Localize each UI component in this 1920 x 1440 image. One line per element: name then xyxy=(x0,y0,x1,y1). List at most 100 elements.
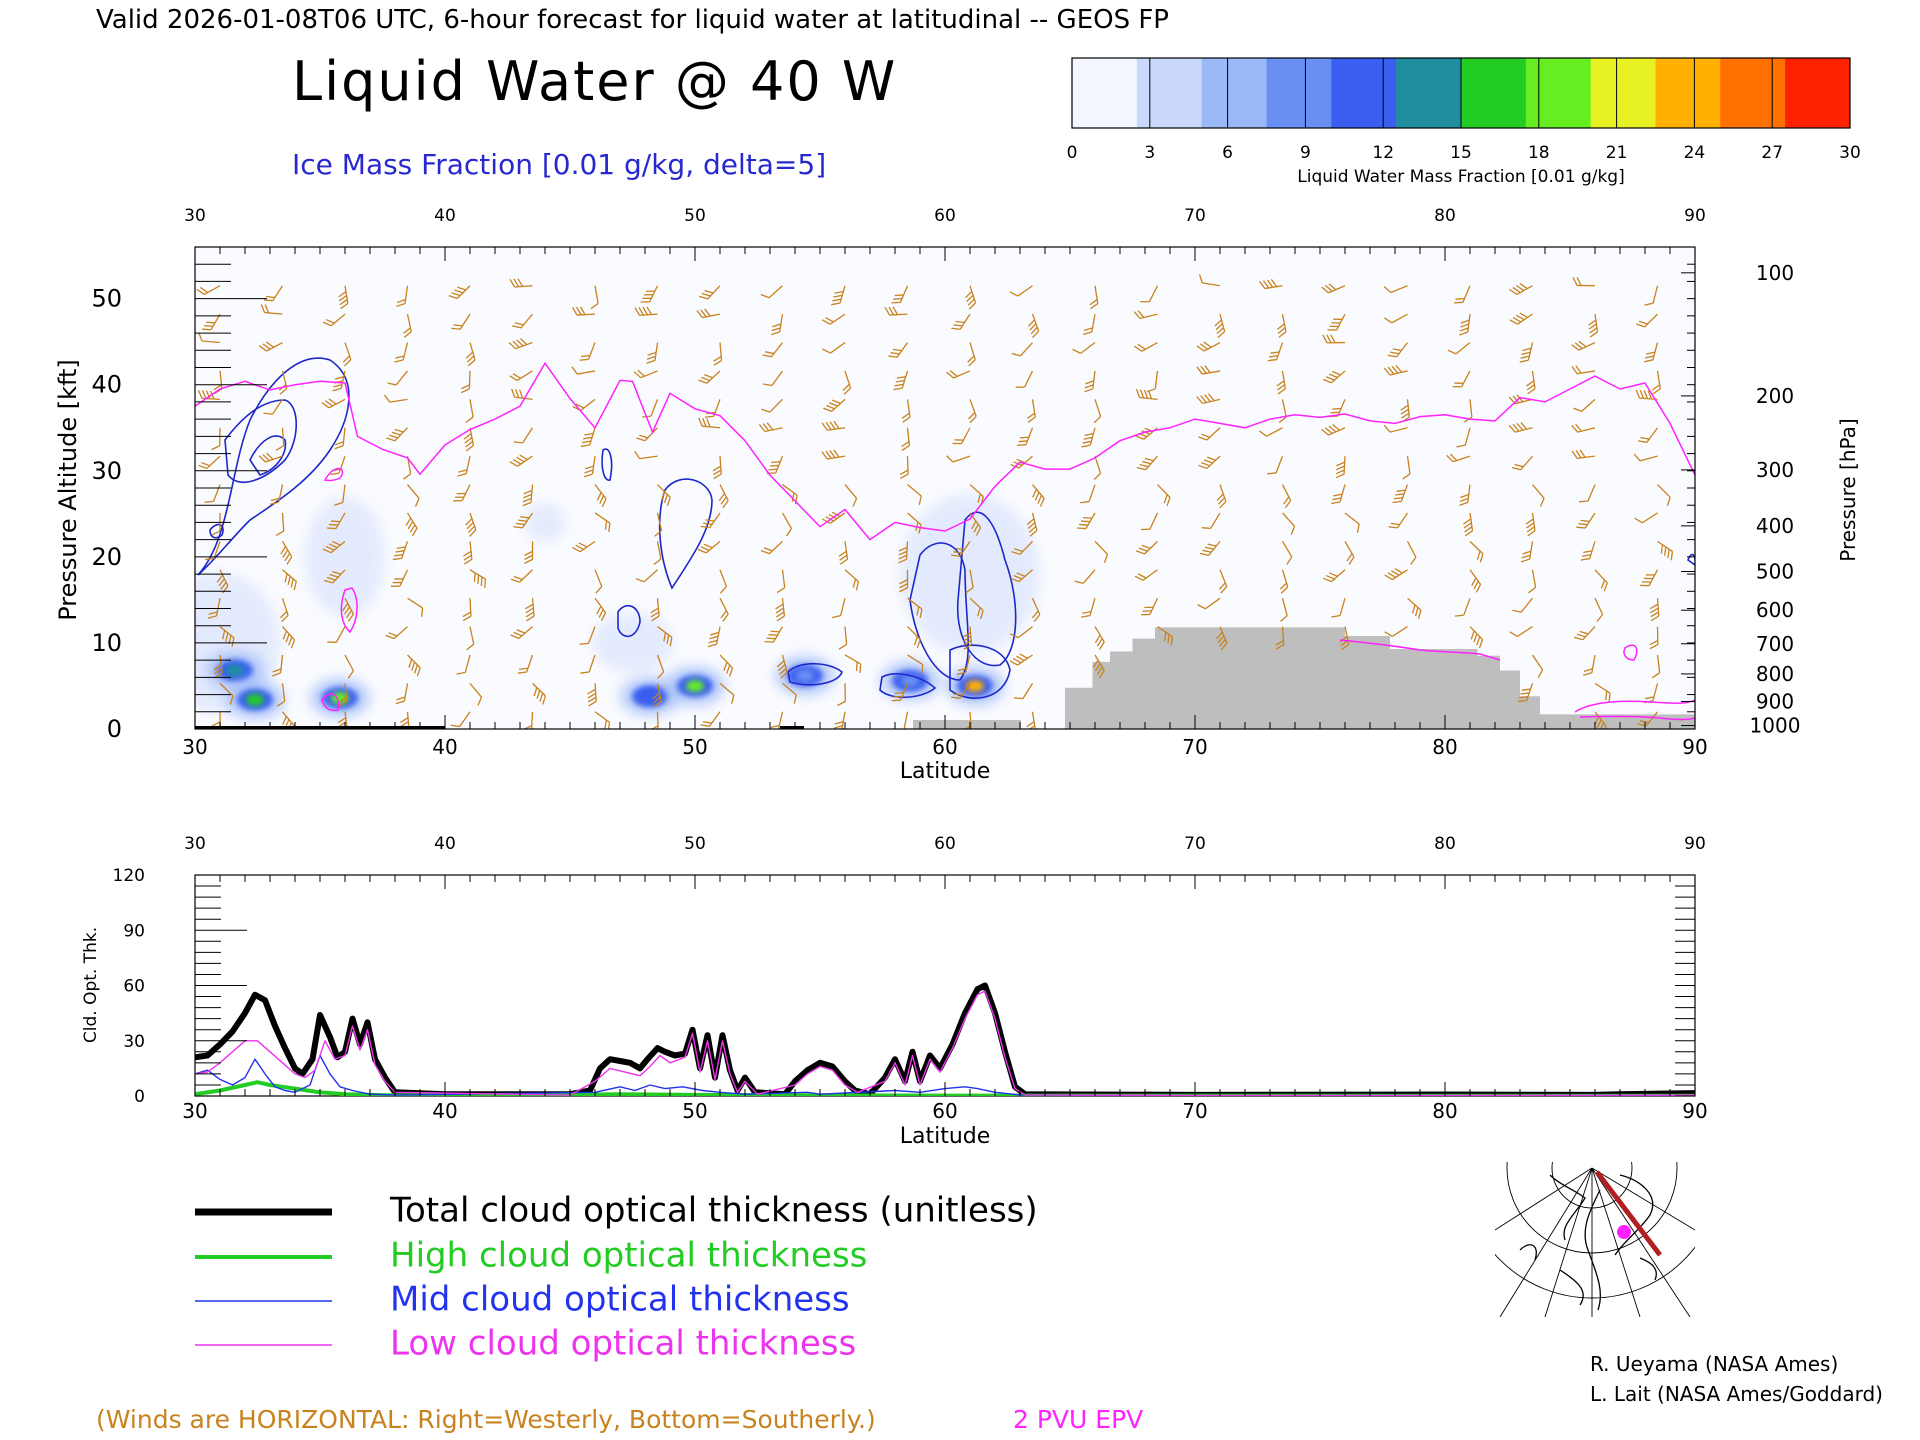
colorbar-tick-label: 3 xyxy=(1144,143,1155,163)
wind-barb-feather xyxy=(1509,631,1518,637)
wind-barb-feather xyxy=(1652,388,1661,395)
wind-barb-feather xyxy=(588,700,597,707)
wind-barb-feather xyxy=(831,615,841,619)
wind-barb-feather xyxy=(769,464,779,467)
wind-barb-feather xyxy=(411,661,416,671)
wind-barb-staff xyxy=(1594,711,1607,727)
wind-barb xyxy=(1571,449,1596,459)
wind-barb-feather xyxy=(1011,551,1021,555)
wind-barb xyxy=(385,626,408,640)
wind-barb-feather xyxy=(1143,389,1149,399)
wind-barb-staff xyxy=(1469,399,1473,418)
wind-barb-feather xyxy=(1019,436,1029,439)
wind-barb-feather xyxy=(520,516,530,519)
wind-barb-feather xyxy=(1650,607,1659,614)
wind-barb-feather xyxy=(213,664,222,671)
wind-barb-feather xyxy=(197,389,203,399)
wind-barb-staff xyxy=(516,370,533,382)
wind-barb-feather xyxy=(208,611,218,615)
wind-barb-feather xyxy=(1478,639,1484,649)
ice-contour xyxy=(617,604,641,638)
wind-barb-feather xyxy=(967,298,975,306)
wind-barb-feather xyxy=(281,614,289,623)
wind-barb-feather xyxy=(457,473,467,477)
wind-barb-staff xyxy=(469,598,472,617)
wind-barb-feather xyxy=(1015,386,1025,388)
wind-barb-feather xyxy=(1322,378,1332,384)
wind-barb-feather xyxy=(653,558,662,566)
wind-barb-feather xyxy=(201,461,210,467)
wind-barb-feather xyxy=(1638,320,1648,325)
wind-barb-feather xyxy=(287,576,291,586)
wind-barb-staff xyxy=(1266,427,1283,437)
wind-barb xyxy=(1084,370,1096,393)
wind-barb-feather xyxy=(698,417,703,427)
wind-barb-staff xyxy=(1281,314,1287,332)
wind-barb xyxy=(322,540,346,554)
wind-barb xyxy=(969,512,982,536)
wind-barb-feather xyxy=(828,513,838,520)
wind-barb-staff xyxy=(1091,314,1096,332)
wind-barb-staff xyxy=(1514,398,1533,405)
wind-barb-staff xyxy=(768,285,783,299)
wind-barb-feather xyxy=(403,473,412,480)
wind-barb-feather xyxy=(1331,614,1341,618)
pressure-tick-label: 800 xyxy=(1756,662,1794,686)
wind-barb-feather xyxy=(1573,636,1583,641)
wind-barb-feather xyxy=(575,544,584,550)
wind-barb-feather xyxy=(345,610,353,619)
wind-barb-staff xyxy=(588,654,596,673)
wind-barb-feather xyxy=(821,422,828,431)
wind-barb-feather xyxy=(1459,497,1469,503)
wind-barb xyxy=(590,285,599,310)
wind-barb xyxy=(204,484,221,503)
wind-barb-staff xyxy=(969,399,977,417)
wind-barb-staff xyxy=(1517,313,1533,325)
wind-barb-feather xyxy=(704,289,714,294)
wind-barb-feather xyxy=(385,634,395,640)
wind-barb-feather xyxy=(822,348,831,354)
wind-barb-staff xyxy=(1022,683,1034,699)
wind-barb-staff xyxy=(1581,398,1596,412)
wind-barb-feather xyxy=(890,352,900,355)
wind-barb-feather xyxy=(286,556,293,565)
colorbar-cell xyxy=(1331,58,1397,128)
wind-barb-feather xyxy=(968,412,976,420)
wind-barb-feather xyxy=(403,327,411,334)
wind-barb-feather xyxy=(1581,554,1592,557)
wind-barb xyxy=(696,308,721,319)
wind-barb-staff xyxy=(969,711,972,729)
wind-barb xyxy=(968,399,977,424)
wind-barb-feather xyxy=(263,412,273,415)
wind-barb-feather xyxy=(1267,358,1277,362)
wind-barb-staff xyxy=(278,484,284,503)
wind-barb-feather xyxy=(1098,670,1105,679)
colorbar-tick-label: 12 xyxy=(1372,143,1394,163)
top-x-tick-label-upper: 70 xyxy=(1184,206,1206,226)
wind-barb-feather xyxy=(1331,370,1341,376)
wind-barb-staff xyxy=(219,370,223,389)
wind-barb-feather xyxy=(644,294,654,296)
wind-barb-feather xyxy=(338,696,347,703)
wind-barb-staff xyxy=(969,484,984,498)
wind-barb-staff xyxy=(844,654,861,665)
wind-barb xyxy=(1384,567,1408,581)
wind-barb-feather xyxy=(1583,672,1593,676)
wind-barb-staff xyxy=(1281,484,1292,501)
wind-barb-staff xyxy=(219,626,235,639)
wind-barb-feather xyxy=(1204,459,1213,464)
wind-barb-feather xyxy=(1417,610,1422,620)
wind-barb-feather xyxy=(536,690,541,700)
wind-barb xyxy=(1583,654,1596,676)
wind-barb-feather xyxy=(469,529,477,537)
wind-barb-feather xyxy=(1325,376,1335,381)
wind-barb xyxy=(1383,364,1408,376)
wind-barb xyxy=(950,541,971,557)
wind-barb-feather xyxy=(1133,311,1141,319)
wind-barb xyxy=(457,456,471,477)
wind-barb-feather xyxy=(1262,280,1270,289)
wind-barb-staff xyxy=(1089,427,1096,446)
wind-barb-feather xyxy=(473,572,476,582)
wind-barb xyxy=(1469,626,1484,649)
wind-barb-feather xyxy=(852,498,858,507)
